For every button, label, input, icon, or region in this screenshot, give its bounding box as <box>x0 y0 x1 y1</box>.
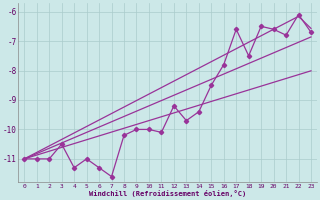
X-axis label: Windchill (Refroidissement éolien,°C): Windchill (Refroidissement éolien,°C) <box>89 190 246 197</box>
